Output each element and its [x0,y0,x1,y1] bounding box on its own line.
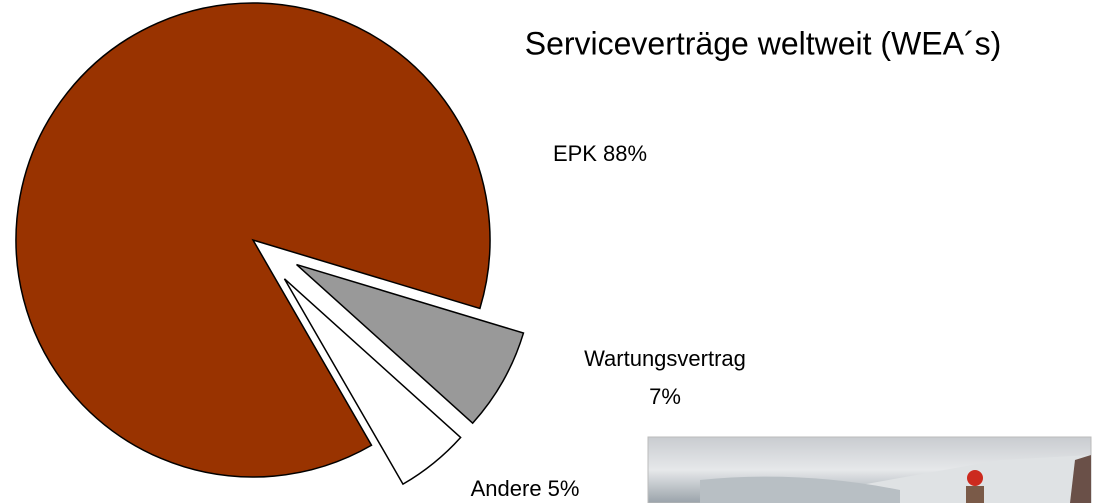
pie [16,3,523,484]
value-label: 5% [548,476,580,501]
category-label: EPK [553,141,597,166]
chart: Serviceverträge weltweit (WEA´s) EPK88% W… [0,0,1106,503]
photo [648,437,1091,503]
value-label: 7% [649,384,681,409]
data-label: Wartungsvertrag 7% [584,346,746,409]
category-label: Wartungsvertrag [584,346,746,371]
chart-title: Serviceverträge weltweit (WEA´s) [525,25,1002,61]
category-label: Andere [471,476,542,501]
value-label: 88% [603,141,647,166]
